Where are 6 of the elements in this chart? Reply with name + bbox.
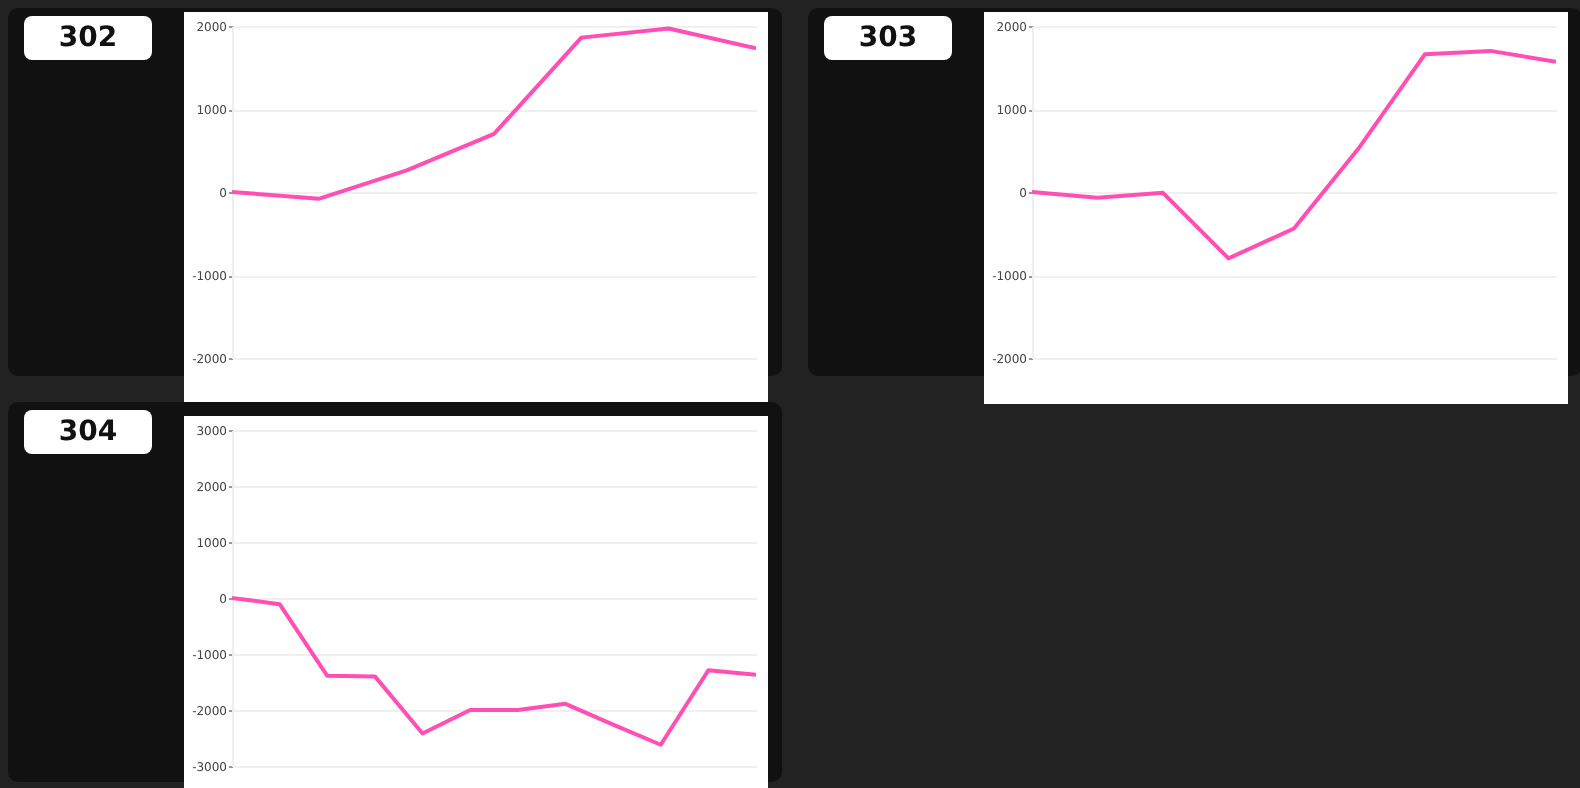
line-series — [1032, 48, 1556, 261]
chart-title: 302 — [24, 16, 152, 60]
chart-title: 303 — [824, 16, 952, 60]
line-series — [232, 596, 756, 747]
line-series — [232, 26, 756, 201]
chart-title: 304 — [24, 410, 152, 454]
